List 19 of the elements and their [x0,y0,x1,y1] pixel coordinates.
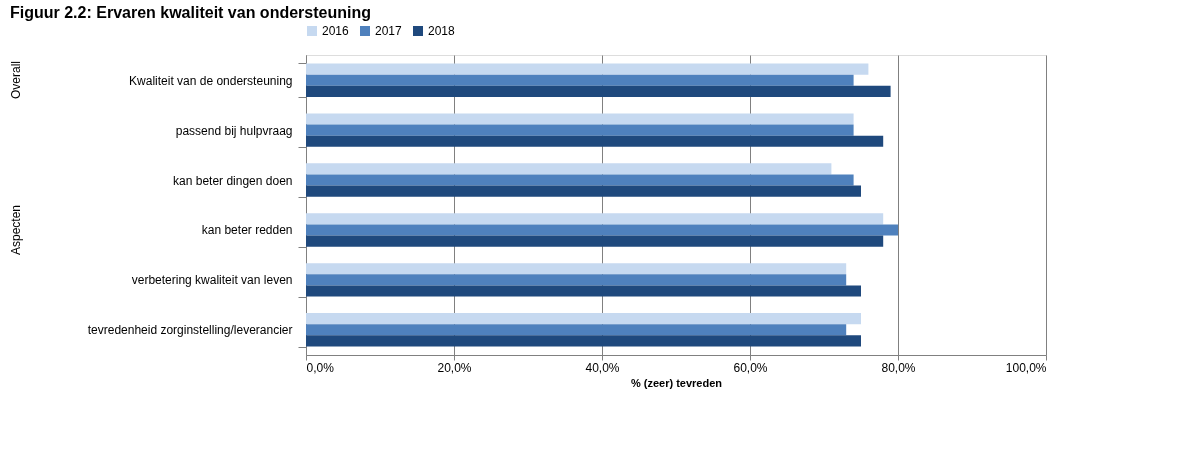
y-tick-label: kan beter redden [201,223,293,238]
text: Overall [9,60,23,100]
y-tick-label: kan beter dingen doen [173,173,293,188]
y-tick-label: passend bij hulpvraag [175,123,293,138]
y-tick-label: tevredenheid zorginstelling/leverancier [87,323,293,338]
x-tick-label: 20,0% [437,360,472,375]
legend-label: 2016 [322,24,350,38]
x-tick-label: 0,0% [306,360,335,375]
legend-label: 2017 [375,24,403,38]
x-tick-label: 80,0% [881,360,916,375]
y-tick-label: Kwaliteit van de ondersteuning [129,73,293,88]
legend-label: 2018 [428,24,456,38]
y-tick-label: verbetering kwaliteit van leven [131,273,293,288]
text: Aspecten [9,204,23,256]
x-tick-label: 60,0% [733,360,768,375]
x-tick-label: 40,0% [585,360,620,375]
chart-title: Figuur 2.2: Ervaren kwaliteit van ondersteuning [10,4,371,21]
x-axis-title: % (zeer) tevreden [630,376,723,389]
x-tick-label: 100,0% [1005,360,1047,375]
